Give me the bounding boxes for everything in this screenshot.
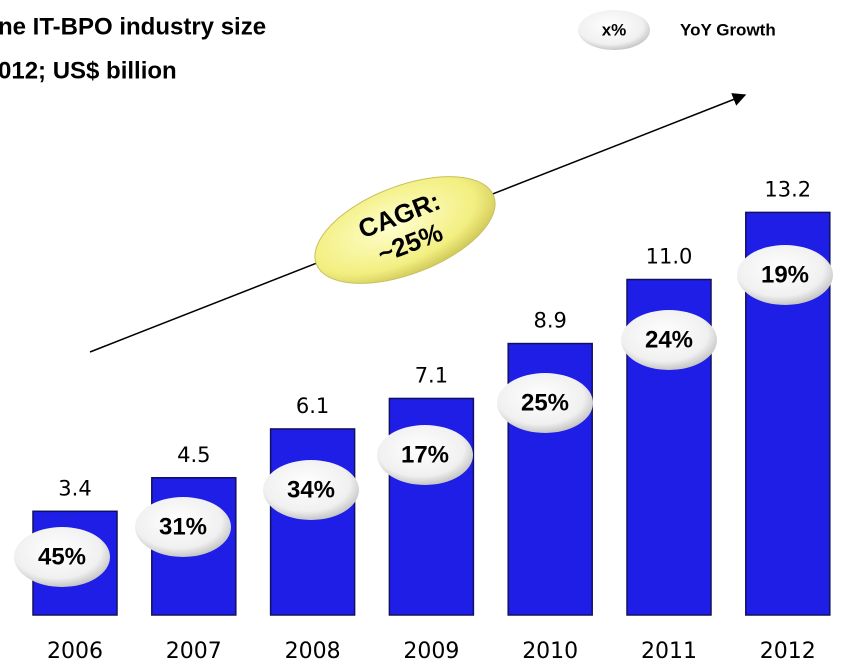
value-label: 8.9 <box>533 309 566 333</box>
growth-badge <box>737 245 833 305</box>
cagr-ellipse <box>314 176 496 284</box>
growth-label: 34% <box>287 476 335 503</box>
chart-title: 012; US$ billion <box>0 57 177 84</box>
value-label: 7.1 <box>415 363 448 387</box>
legend-label: YoY Growth <box>680 20 776 39</box>
growth-badge <box>263 460 359 520</box>
growth-badge <box>135 497 231 557</box>
legend-symbol-bg <box>578 10 650 50</box>
legend-symbol: x% <box>602 20 627 39</box>
value-label: 3.4 <box>58 476 91 500</box>
growth-label: 31% <box>159 513 207 540</box>
bar <box>269 428 356 616</box>
growth-label: 17% <box>401 441 449 468</box>
growth-badge <box>621 310 717 370</box>
growth-label: 25% <box>521 389 569 416</box>
x-tick-label: 2009 <box>403 639 459 664</box>
value-label: 4.5 <box>177 443 210 467</box>
growth-label: 45% <box>38 543 86 570</box>
value-label: 11.0 <box>646 245 693 269</box>
growth-badge <box>377 425 473 485</box>
x-tick-label: 2007 <box>166 639 222 664</box>
x-tick-label: 2008 <box>285 639 341 664</box>
x-tick-label: 2010 <box>522 639 578 664</box>
x-tick-label: 2012 <box>760 639 816 664</box>
growth-label: 19% <box>761 261 809 288</box>
x-tick-label: 2006 <box>47 639 103 664</box>
chart-title: ne IT-BPO industry size <box>0 13 266 40</box>
x-tick-label: 2011 <box>641 639 697 664</box>
value-label: 13.2 <box>764 177 811 201</box>
growth-label: 24% <box>645 326 693 353</box>
cagr-badge: CAGR: ~25% <box>314 176 496 284</box>
growth-badge <box>497 373 593 433</box>
growth-badge <box>14 527 110 587</box>
value-label: 6.1 <box>296 394 329 418</box>
